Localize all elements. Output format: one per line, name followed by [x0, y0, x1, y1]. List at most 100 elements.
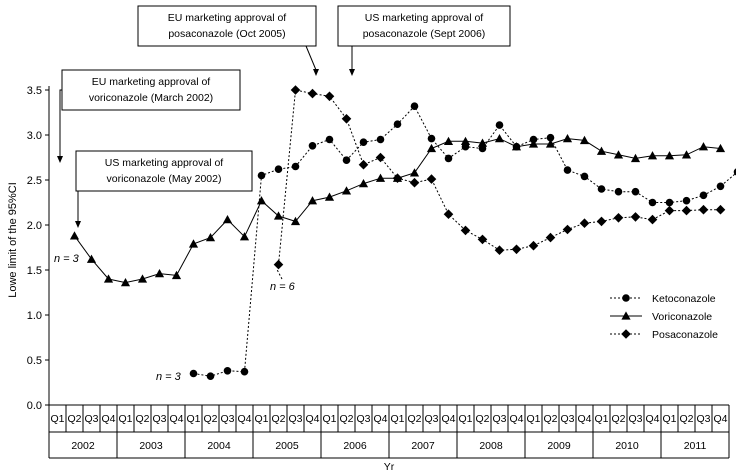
data-point-voriconazole: [222, 215, 233, 224]
data-point-ketoconazole: [359, 138, 368, 146]
x-tick-label-quarter: Q3: [356, 413, 370, 425]
data-point-posaconazole: [426, 174, 437, 184]
data-point-voriconazole: [375, 173, 386, 182]
legend-marker-posaconazole: [621, 329, 631, 339]
y-tick-label: 0.5: [27, 355, 42, 367]
data-point-voriconazole: [86, 254, 97, 263]
annotations-layer: EU marketing approval of posaconazole (Oc…: [54, 5, 511, 383]
data-point-voriconazole: [120, 278, 131, 287]
x-tick-label-quarter: Q1: [254, 413, 268, 425]
x-tick-label-quarter: Q2: [543, 413, 557, 425]
data-point-voriconazole: [409, 168, 420, 177]
data-point-ketoconazole: [716, 182, 725, 191]
x-tick-label-year: 2007: [411, 440, 435, 452]
data-point-posaconazole: [443, 209, 454, 219]
annotation-arrowhead: [349, 69, 355, 76]
x-tick-label-quarter: Q2: [339, 413, 353, 425]
data-point-voriconazole: [494, 134, 505, 143]
data-point-ketoconazole: [495, 121, 504, 129]
data-point-voriconazole: [477, 138, 488, 147]
data-point-voriconazole: [715, 143, 726, 153]
data-point-ketoconazole: [597, 185, 606, 193]
x-tick-label-quarter: Q2: [407, 413, 421, 425]
legend-label-voriconazole: Voriconazole: [652, 311, 712, 323]
annotation-arrowhead: [313, 69, 319, 76]
x-tick-label-quarter: Q4: [169, 413, 183, 425]
data-point-voriconazole: [103, 274, 114, 283]
annotation-us-posaconazole: US marketing approval of posaconazole (Se…: [337, 5, 511, 76]
data-point-voriconazole: [171, 270, 182, 280]
x-tick-label-quarter: Q1: [186, 413, 200, 425]
x-tick-label-year: 2011: [684, 440, 707, 452]
x-tick-label-quarter: Q1: [118, 413, 132, 425]
y-tick-label: 0.0: [27, 400, 42, 412]
axes: 0.0 0.5 1.0 1.5 2.0 2.5 3.0 3.5 Lowe limit of th…: [7, 85, 730, 473]
x-tick-label-quarter: Q3: [220, 413, 234, 425]
series-layer: [69, 85, 736, 381]
data-point-ketoconazole: [274, 165, 283, 173]
data-point-posaconazole: [613, 213, 624, 223]
n-label: n = 3: [54, 253, 80, 265]
data-point-voriconazole: [154, 269, 165, 278]
series-posaconazole: [273, 85, 726, 270]
data-point-posaconazole: [307, 88, 318, 99]
data-point-ketoconazole: [665, 198, 674, 207]
y-tick-label: 2.0: [27, 220, 42, 232]
legend-marker-voriconazole: [621, 311, 631, 320]
data-point-posaconazole: [630, 212, 641, 222]
x-tick-label-quarter: Q3: [492, 413, 506, 425]
data-point-ketoconazole: [325, 135, 334, 144]
data-point-posaconazole: [273, 259, 284, 270]
data-point-ketoconazole: [257, 171, 266, 180]
annotation-us-voriconazole: US marketing approval of voriconazole (Ma…: [75, 150, 253, 228]
annotation-text: US marketing approval of: [105, 157, 224, 169]
data-point-posaconazole: [528, 240, 539, 251]
data-point-ketoconazole: [614, 187, 623, 196]
data-point-voriconazole: [137, 274, 148, 283]
x-tick-label-quarter: Q2: [203, 413, 217, 425]
legend-label-posaconazole: Posaconazole: [652, 329, 718, 341]
n-label: n = 3: [156, 371, 182, 383]
data-point-voriconazole: [341, 186, 352, 195]
data-point-ketoconazole: [427, 134, 436, 143]
data-point-posaconazole: [375, 152, 386, 163]
data-point-voriconazole: [664, 151, 675, 160]
x-tick-label-year: 2006: [343, 440, 367, 452]
series-voriconazole: [69, 134, 726, 287]
data-point-posaconazole: [409, 177, 420, 188]
annotation-text: US marketing approval of: [365, 12, 484, 24]
data-point-ketoconazole: [563, 166, 572, 174]
x-tick-label-quarter: Q1: [526, 413, 540, 425]
x-tick-label-quarter: Q4: [305, 413, 319, 425]
data-point-posaconazole: [494, 245, 505, 255]
data-point-voriconazole: [630, 153, 641, 163]
x-tick-label-year: 2003: [139, 440, 163, 452]
data-point-posaconazole: [290, 85, 301, 95]
data-point-voriconazole: [205, 233, 216, 242]
annotation-text: EU marketing approval of: [168, 12, 287, 24]
x-tick-label-quarter: Q2: [67, 413, 81, 425]
data-point-voriconazole: [511, 142, 522, 151]
data-point-voriconazole: [528, 139, 539, 148]
legend-marker-ketoconazole: [622, 294, 630, 302]
series-ketoconazole: [189, 102, 736, 381]
data-point-voriconazole: [358, 179, 369, 188]
annotation-arrow: [305, 45, 317, 71]
x-tick-label-quarter: Q4: [577, 413, 591, 425]
data-point-posaconazole: [511, 244, 522, 255]
y-axis-title: Lowe limit of the 95%CI: [7, 182, 19, 298]
x-tick-label-quarter: Q3: [696, 413, 710, 425]
annotation-text: voriconazole (March 2002): [89, 92, 213, 104]
data-point-voriconazole: [188, 239, 199, 248]
annotation-text: voriconazole (May 2002): [107, 173, 222, 185]
legend: Ketoconazole Voriconazole Posaconazole: [610, 293, 718, 341]
x-tick-label-quarter: Q3: [560, 413, 574, 425]
data-point-voriconazole: [239, 232, 250, 241]
annotation-box: [337, 5, 511, 47]
data-point-posaconazole: [392, 173, 403, 183]
x-tick-label-year: 2010: [615, 440, 639, 452]
data-point-posaconazole: [460, 225, 471, 236]
data-point-ketoconazole: [546, 133, 555, 142]
annotation-box: [137, 5, 317, 47]
